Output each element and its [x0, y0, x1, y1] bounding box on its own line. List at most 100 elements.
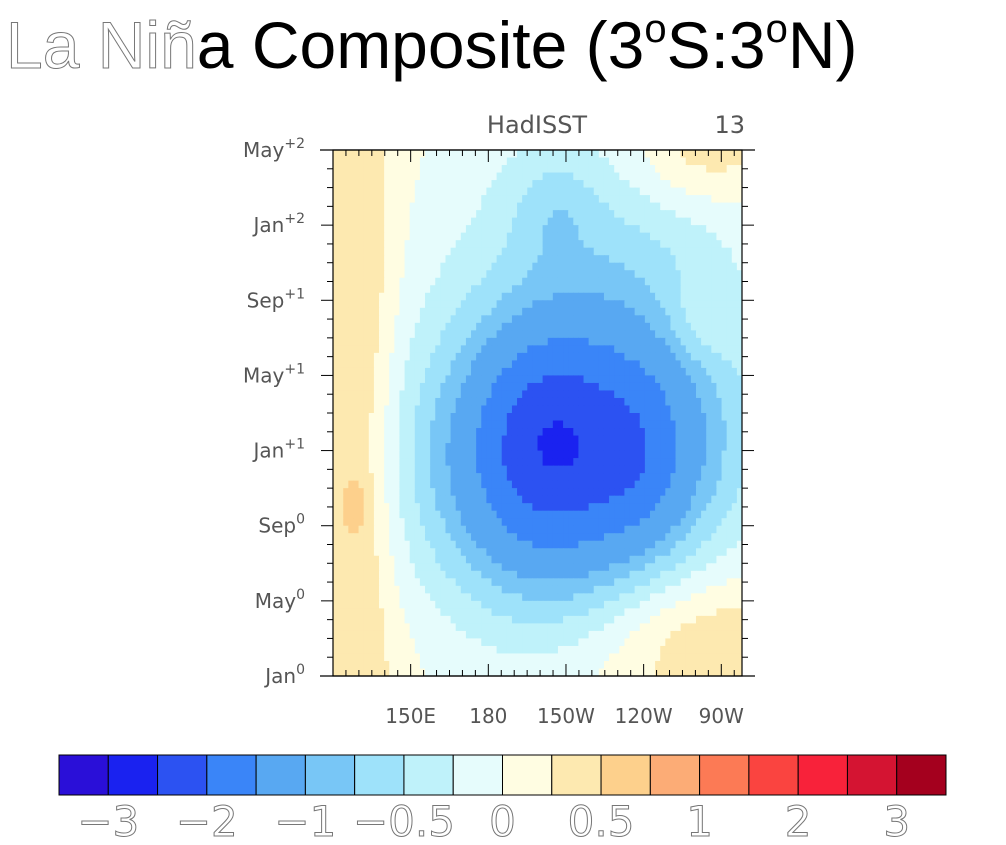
contour-cell — [578, 525, 585, 534]
contour-cell — [593, 360, 600, 369]
contour-cell — [619, 315, 626, 324]
contour-cell — [430, 300, 436, 309]
contour-cell — [695, 217, 702, 226]
contour-cell — [655, 458, 661, 467]
contour-cell — [685, 345, 692, 354]
contour-cell — [706, 307, 712, 316]
contour-cell — [455, 232, 462, 241]
contour-cell — [353, 300, 360, 309]
contour-cell — [721, 503, 728, 512]
contour-cell — [695, 420, 702, 429]
contour-cell — [522, 450, 528, 459]
contour-cell — [716, 420, 723, 429]
contour-cell — [706, 255, 712, 264]
contour-cell — [517, 608, 523, 617]
contour-cell — [695, 503, 702, 512]
contour-cell — [501, 608, 508, 617]
contour-cell — [598, 518, 605, 527]
contour-cell — [465, 337, 472, 346]
contour-cell — [506, 390, 513, 399]
contour-cell — [465, 180, 472, 189]
contour-cell — [573, 307, 579, 316]
contour-cell — [455, 210, 462, 219]
contour-cell — [414, 608, 421, 617]
contour-cell — [563, 495, 569, 504]
contour-cell — [670, 292, 677, 301]
contour-cell — [404, 563, 411, 572]
contour-cell — [680, 473, 687, 482]
contour-cell — [409, 262, 416, 271]
contour-cell — [425, 390, 431, 399]
contour-cell — [624, 210, 631, 219]
contour-cell — [333, 570, 339, 579]
contour-cell — [614, 375, 620, 384]
contour-cell — [409, 157, 416, 166]
contour-cell — [445, 510, 452, 519]
contour-cell — [363, 210, 370, 219]
contour-cell — [711, 217, 718, 226]
contour-cell — [568, 240, 574, 249]
contour-cell — [445, 397, 452, 407]
contour-cell — [639, 255, 646, 264]
contour-cell — [506, 585, 513, 594]
contour-cell — [409, 202, 416, 211]
contour-cell — [537, 458, 544, 467]
contour-cell — [593, 315, 600, 324]
contour-cell — [435, 570, 441, 579]
contour-cell — [639, 450, 646, 459]
contour-cell — [624, 382, 631, 392]
contour-cell — [394, 172, 401, 181]
contour-cell — [460, 210, 467, 219]
contour-cell — [609, 563, 615, 572]
contour-cell — [675, 195, 682, 204]
contour-cell — [634, 518, 641, 527]
contour-cell — [414, 585, 421, 594]
contour-cell — [701, 495, 707, 504]
contour-cell — [598, 150, 605, 159]
contour-cell — [506, 247, 513, 256]
contour-cell — [481, 375, 487, 384]
contour-cell — [358, 510, 365, 519]
contour-cell — [731, 570, 738, 579]
contour-cell — [343, 180, 349, 189]
contour-cell — [721, 285, 728, 294]
contour-cell — [440, 450, 447, 459]
contour-cell — [460, 172, 467, 181]
contour-cell — [440, 345, 447, 354]
contour-cell — [368, 217, 375, 226]
contour-cell — [384, 277, 390, 286]
contour-cell — [706, 225, 712, 234]
contour-cell — [353, 540, 360, 549]
contour-cell — [711, 585, 718, 594]
contour-cell — [527, 240, 533, 249]
contour-cell — [450, 210, 457, 219]
contour-cell — [639, 382, 646, 392]
contour-cell — [455, 150, 462, 159]
contour-cell — [588, 180, 595, 189]
contour-cell — [501, 382, 508, 392]
contour-cell — [598, 360, 605, 369]
contour-cell — [624, 375, 631, 384]
contour-cell — [522, 397, 528, 407]
contour-cell — [501, 540, 508, 549]
contour-cell — [368, 232, 375, 241]
contour-cell — [450, 510, 457, 519]
contour-cell — [583, 540, 590, 549]
contour-cell — [522, 217, 528, 226]
contour-cell — [721, 345, 728, 354]
contour-cell — [542, 450, 549, 459]
contour-cell — [578, 608, 585, 617]
contour-cell — [547, 165, 554, 174]
contour-cell — [537, 473, 544, 482]
contour-cell — [430, 458, 436, 467]
contour-cell — [629, 585, 636, 594]
contour-cell — [501, 195, 508, 204]
contour-cell — [465, 518, 472, 527]
contour-cell — [680, 210, 687, 219]
contour-cell — [675, 232, 682, 241]
contour-cell — [593, 600, 600, 609]
contour-cell — [721, 390, 728, 399]
contour-cell — [450, 450, 457, 459]
contour-cell — [547, 270, 554, 279]
contour-cell — [471, 195, 477, 204]
